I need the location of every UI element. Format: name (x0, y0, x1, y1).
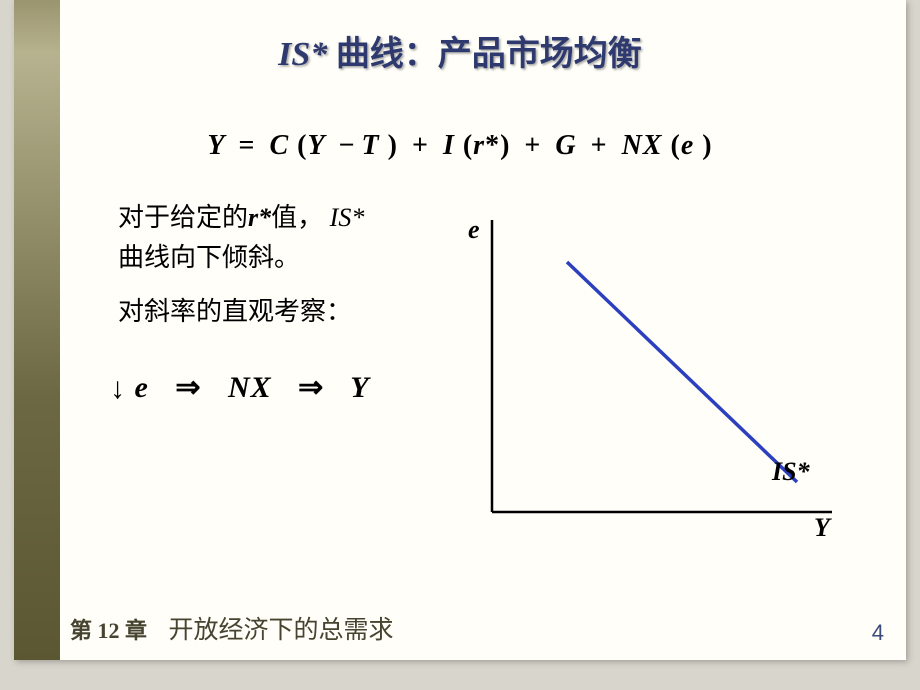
implication-chain: ↓ e ⇒ NX ⇒ Y (110, 370, 370, 406)
bt1-line2: 曲线向下倾斜。 (118, 243, 300, 272)
is-curve-line (567, 262, 797, 482)
eq-NX: NX (622, 130, 663, 161)
eq-Y1: Y (307, 130, 324, 161)
slide-title: IS* 曲线：产品市场均衡 (14, 26, 906, 75)
title-rest: 曲线：产品市场均衡 (327, 36, 642, 73)
eq-e: e (681, 130, 694, 161)
is-curve-chart: e Y IS* (452, 212, 852, 552)
bt2-text: 对斜率的直观考察： (118, 297, 352, 326)
eq-lp2: ( (455, 130, 473, 161)
eq-rp1: ) (380, 130, 398, 161)
x-axis-label: Y (814, 513, 832, 542)
footer: 第 12 章 开放经济下的总需求 (70, 610, 394, 646)
eq-lp1: ( (289, 130, 307, 161)
eq-star: * (485, 130, 500, 161)
title-istar: IS* (278, 36, 327, 73)
bt1-rstar: r* (248, 203, 271, 232)
curve-label: IS* (771, 457, 811, 486)
eq-r: r (473, 130, 485, 161)
main-equation: Y = C (Y −T ) + I (r*) + G + NX (e ) (14, 130, 906, 162)
page-number: 4 (872, 620, 884, 646)
implies-icon-1: ⇒ (157, 371, 219, 404)
eq-C: C (269, 130, 289, 161)
accent-bar (14, 0, 60, 660)
eq-rp2: ) (500, 130, 510, 161)
eq-Y: Y (207, 130, 224, 161)
eq-equals: = (233, 130, 262, 161)
down-arrow-icon: ↓ (110, 372, 126, 405)
body-paragraph-2: 对斜率的直观考察： (118, 292, 438, 332)
footer-ch-label2: 章 (125, 618, 147, 643)
bt1-istar: IS* (330, 203, 365, 232)
eq-minus: − (333, 130, 362, 161)
footer-ch-title: 开放经济下的总需求 (169, 617, 394, 644)
footer-ch-num: 12 (98, 618, 120, 643)
y-axis-label: e (468, 215, 480, 244)
eq-T: T (362, 130, 380, 161)
slide: IS* 曲线：产品市场均衡 Y = C (Y −T ) + I (r*) + G… (14, 0, 906, 660)
impl-nx: NX (228, 371, 272, 404)
impl-y: Y (350, 371, 369, 404)
eq-G: G (555, 130, 576, 161)
impl-e: e (135, 371, 149, 404)
eq-plus2: + (518, 130, 547, 161)
bt1b: 值， (271, 203, 323, 232)
body-paragraph-1: 对于给定的r*值， IS* 曲线向下倾斜。 (118, 198, 418, 279)
eq-I: I (443, 130, 455, 161)
eq-lp3: ( (662, 130, 680, 161)
eq-rp3: ) (694, 130, 712, 161)
eq-plus1: + (406, 130, 435, 161)
eq-plus3: + (585, 130, 614, 161)
footer-ch-label1: 第 (70, 618, 92, 643)
implies-icon-2: ⇒ (280, 371, 342, 404)
bt1a: 对于给定的 (118, 203, 248, 232)
